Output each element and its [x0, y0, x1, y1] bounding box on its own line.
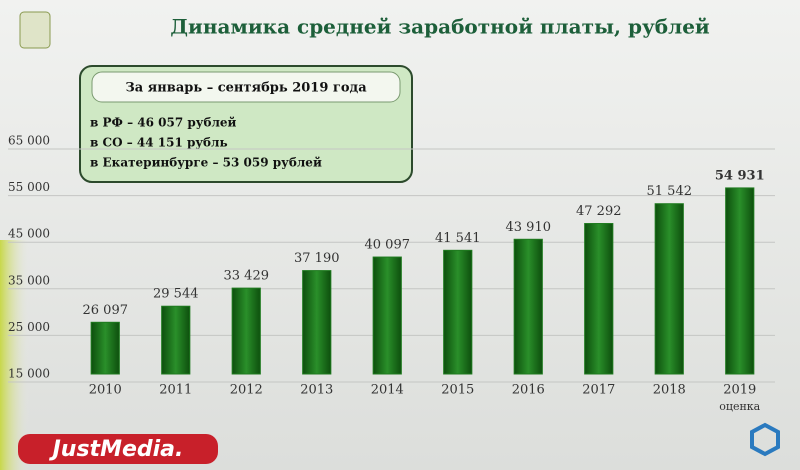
x-tick-label: 2019	[723, 383, 756, 398]
bar	[231, 287, 261, 375]
y-tick-label: 55 000	[8, 180, 50, 194]
value-label: 33 429	[224, 269, 270, 284]
bar	[302, 270, 332, 375]
x-tick-label: 2012	[230, 383, 263, 398]
value-label: 51 542	[647, 184, 693, 199]
y-tick-label: 45 000	[8, 227, 50, 241]
category-note: оценка	[719, 400, 760, 413]
y-tick-label: 15 000	[8, 367, 50, 381]
bar	[513, 238, 543, 375]
value-label: 41 541	[435, 231, 481, 246]
chart-title: Динамика средней заработной платы, рубле…	[170, 15, 710, 39]
bar	[654, 203, 684, 375]
value-label: 40 097	[365, 238, 411, 253]
bar	[443, 249, 473, 375]
x-tick-label: 2013	[300, 383, 333, 398]
y-tick-label: 35 000	[8, 273, 50, 287]
info-line: в РФ – 46 057 рублей	[90, 116, 237, 130]
bar	[161, 305, 191, 375]
y-tick-label: 65 000	[8, 134, 50, 148]
x-tick-label: 2015	[441, 383, 474, 398]
bar	[584, 223, 614, 375]
x-tick-label: 2017	[582, 383, 615, 398]
info-line: в Екатеринбурге – 53 059 рублей	[90, 156, 322, 170]
watermark: JustMedia.	[49, 437, 184, 462]
value-label: 43 910	[506, 220, 552, 235]
edge-decoration	[0, 240, 30, 470]
value-label: 29 544	[153, 287, 199, 302]
x-tick-label: 2016	[512, 383, 545, 398]
watermark-box	[18, 434, 218, 464]
value-label: 54 931	[715, 168, 765, 183]
x-tick-label: 2018	[653, 383, 686, 398]
bar	[725, 187, 755, 375]
x-tick-label: 2014	[371, 383, 404, 398]
bar	[90, 321, 120, 375]
x-tick-label: 2010	[89, 383, 122, 398]
x-tick-label: 2011	[159, 383, 192, 398]
corner-logo	[750, 422, 780, 457]
info-line: в СО – 44 151 рубль	[90, 136, 228, 150]
info-heading: За январь – сентябрь 2019 года	[125, 81, 367, 96]
info-heading-box	[91, 71, 401, 103]
value-label: 47 292	[576, 204, 622, 219]
value-label: 37 190	[294, 251, 340, 266]
logo	[19, 11, 51, 49]
bar	[372, 256, 402, 375]
value-label: 26 097	[83, 303, 129, 318]
y-tick-label: 25 000	[8, 320, 50, 334]
